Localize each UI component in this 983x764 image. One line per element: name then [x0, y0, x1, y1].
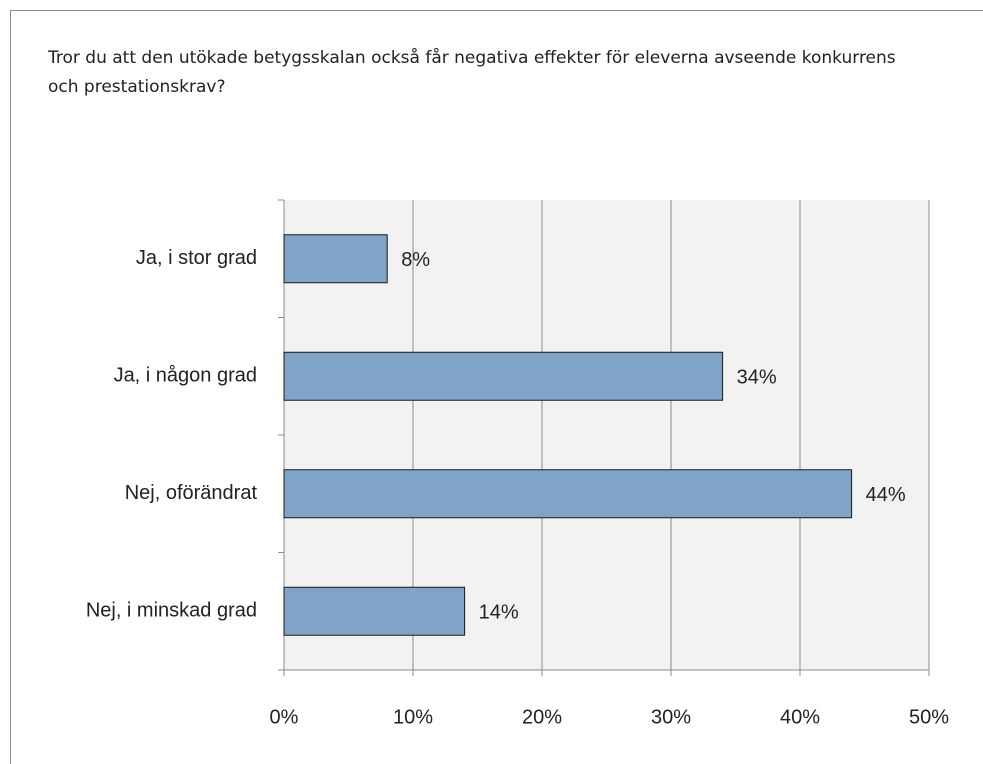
- value-label: 34%: [737, 367, 777, 389]
- y-tick-label: Nej, i minskad grad: [86, 600, 257, 622]
- chart-title: Tror du att den utökade betygsskalan ock…: [48, 48, 896, 97]
- value-label: 14%: [479, 602, 519, 624]
- x-tick-label: 20%: [522, 706, 562, 728]
- x-tick-label: 30%: [651, 706, 691, 728]
- bar: [283, 586, 466, 636]
- x-tick-label: 0%: [270, 706, 299, 728]
- bar: [283, 234, 388, 284]
- value-label: 8%: [401, 249, 430, 271]
- y-tick-label: Ja, i stor grad: [136, 247, 257, 269]
- y-tick-label: Ja, i någon grad: [114, 365, 257, 387]
- bar: [283, 469, 853, 519]
- frame-border: [10, 10, 983, 764]
- x-tick-label: 10%: [393, 706, 433, 728]
- y-tick-label: Nej, oförändrat: [125, 482, 258, 504]
- x-tick-label: 50%: [909, 706, 949, 728]
- bar: [283, 351, 724, 401]
- value-label: 44%: [866, 484, 906, 506]
- x-tick-label: 40%: [780, 706, 820, 728]
